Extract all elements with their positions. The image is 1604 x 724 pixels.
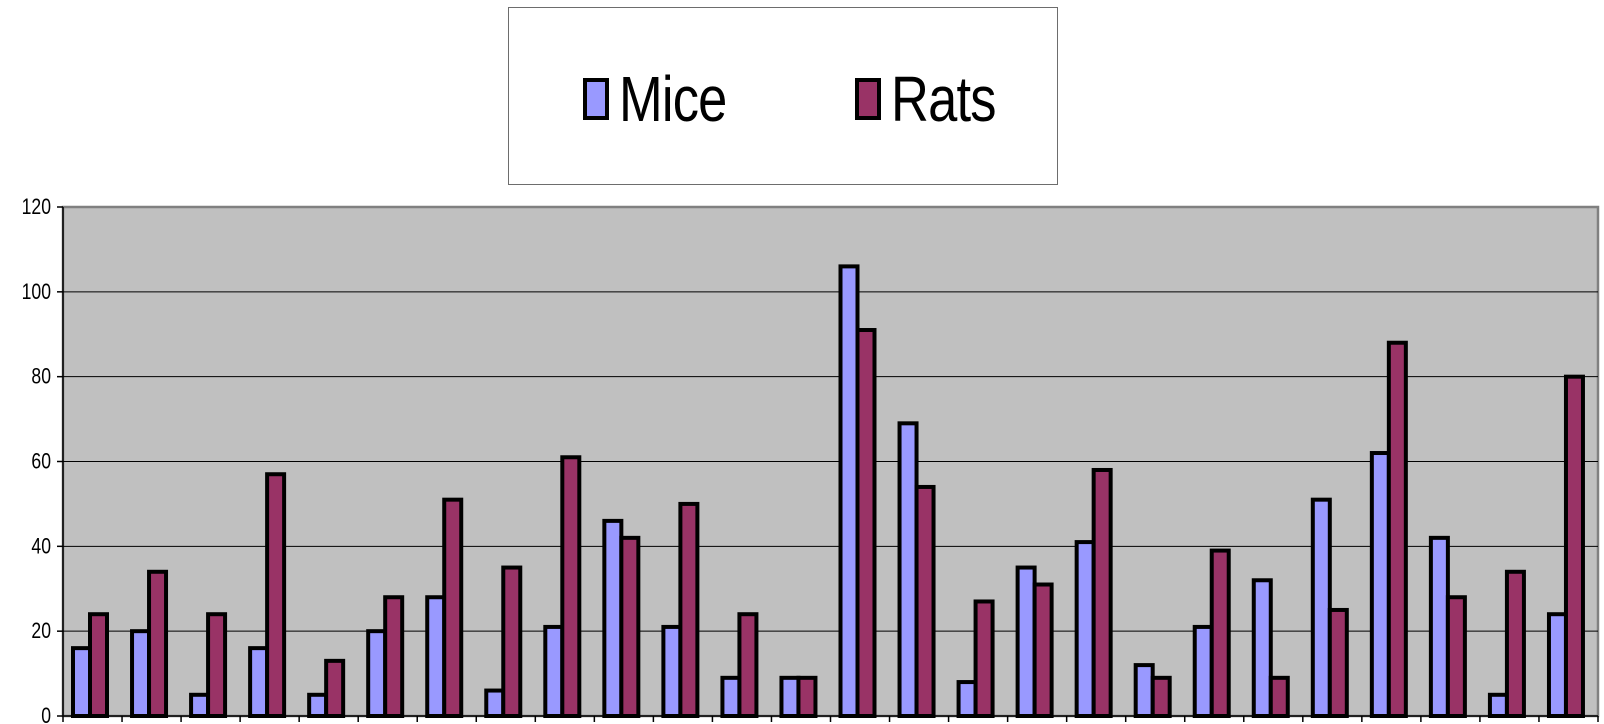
bar-mice — [543, 624, 565, 718]
bar-rats — [1563, 374, 1585, 718]
bar-mice — [130, 629, 152, 719]
bar-mice — [484, 688, 506, 718]
bar-rats — [1150, 675, 1172, 719]
y-tick-label: 100 — [22, 280, 51, 304]
bar-mice — [71, 646, 92, 719]
bar-mice — [1310, 497, 1332, 718]
bar-rats — [383, 595, 405, 719]
bar-rats — [1091, 467, 1113, 718]
bar-rats — [737, 612, 759, 719]
bar-mice — [779, 675, 801, 719]
bar-mice — [1369, 451, 1391, 718]
legend-label-rats: Rats — [891, 63, 996, 135]
bar-rats — [501, 565, 523, 719]
bar-rats — [1268, 675, 1290, 719]
bar-mice — [366, 629, 388, 719]
bar-rats — [442, 497, 464, 718]
bar-mice — [602, 518, 624, 719]
bar-rats — [265, 472, 287, 718]
bar-rats — [1327, 607, 1349, 718]
bar-rats — [855, 328, 877, 718]
y-tick-label: 0 — [41, 704, 51, 724]
bar-mice — [1428, 535, 1450, 718]
bar-rats — [619, 535, 641, 718]
bar-rats — [206, 612, 228, 719]
bar-rats — [914, 484, 936, 719]
bar-rats — [88, 612, 109, 719]
legend-swatch-mice — [583, 78, 609, 120]
bar-rats — [973, 599, 995, 718]
bar-mice — [661, 624, 683, 718]
y-tick-label: 60 — [31, 450, 51, 474]
bar-mice — [425, 595, 447, 719]
bar-mice — [1251, 578, 1273, 718]
bar-rats — [1386, 340, 1408, 718]
bar-mice — [838, 264, 860, 718]
bar-mice — [307, 692, 329, 719]
bar-mice — [248, 646, 270, 719]
bar-mice — [189, 692, 211, 719]
bar-mice — [1015, 565, 1037, 719]
bar-mice — [1487, 692, 1509, 719]
bar-mice — [1074, 540, 1096, 719]
legend: Mice Rats — [508, 7, 1058, 185]
bar-rats — [324, 658, 346, 719]
bar-mice — [1133, 663, 1155, 718]
y-tick-label: 80 — [31, 365, 51, 389]
bar-mice — [1546, 612, 1568, 719]
bar-rats — [796, 675, 818, 719]
bar-rats — [1445, 595, 1467, 719]
bar-rats — [560, 455, 582, 718]
bar-mice — [956, 680, 978, 718]
bar-mice — [897, 421, 919, 718]
y-tick-label: 40 — [31, 535, 51, 559]
bar-rats — [1504, 569, 1526, 718]
bar-rats — [678, 501, 700, 718]
bar-mice — [720, 675, 742, 719]
legend-label-mice: Mice — [619, 63, 727, 135]
legend-item-rats: Rats — [855, 66, 1019, 132]
legend-item-mice: Mice — [583, 66, 750, 132]
legend-swatch-rats — [855, 78, 881, 120]
y-tick-label: 120 — [22, 195, 51, 219]
bar-rats — [1209, 548, 1231, 719]
bar-rats — [1032, 582, 1054, 719]
y-tick-label: 20 — [31, 619, 51, 643]
bar-rats — [147, 569, 169, 718]
bar-mice — [1192, 624, 1214, 718]
